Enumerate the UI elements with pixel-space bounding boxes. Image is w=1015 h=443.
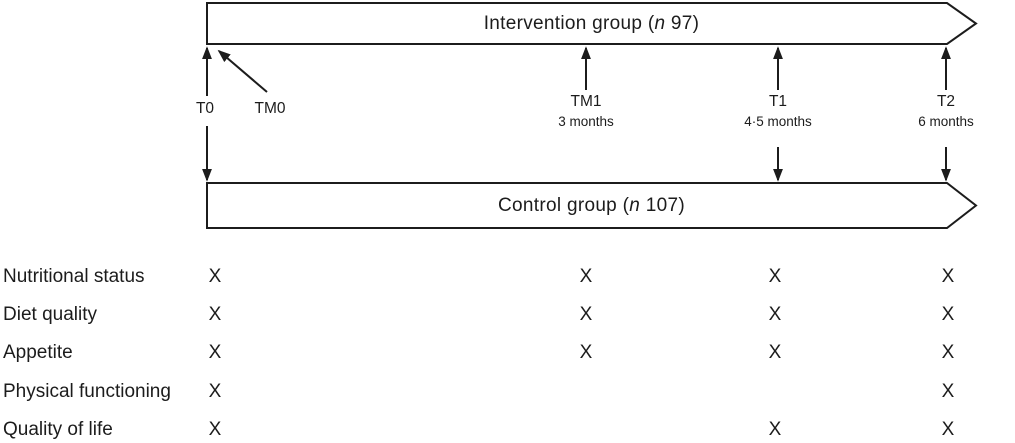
timepoint-tm0-label: TM0: [254, 100, 286, 117]
matrix-cell-t0: X: [208, 304, 222, 325]
matrix-cell-t1: X: [768, 266, 782, 287]
matrix-row-appetite: Appetite X X X X: [0, 342, 1015, 364]
matrix-cell-t0: X: [208, 266, 222, 287]
timepoint-tm1-label: TM1: [570, 93, 602, 110]
intervention-arrow-banner: [206, 2, 978, 45]
matrix-cell-t0: X: [208, 342, 222, 363]
matrix-cell-t1: X: [768, 419, 782, 440]
timepoint-t1: T1 4·5 months: [728, 93, 828, 130]
timepoint-t1-sublabel: 4·5 months: [744, 114, 812, 129]
matrix-cell-t1: X: [768, 304, 782, 325]
matrix-cell-t0: X: [208, 381, 222, 402]
timepoint-tm0: TM0: [243, 100, 297, 118]
matrix-row-label: Diet quality: [3, 304, 97, 325]
timepoint-tm1-sublabel: 3 months: [558, 114, 614, 129]
matrix-cell-t2: X: [941, 304, 955, 325]
timepoint-tm1: TM1 3 months: [536, 93, 636, 130]
matrix-row-label: Physical functioning: [3, 381, 171, 402]
matrix-cell-t0: X: [208, 419, 222, 440]
matrix-cell-t2: X: [941, 342, 955, 363]
matrix-row-label: Appetite: [3, 342, 73, 363]
matrix-cell-tm1: X: [579, 304, 593, 325]
timepoint-t0: T0: [182, 100, 228, 118]
matrix-row-diet-quality: Diet quality X X X X: [0, 304, 1015, 326]
tm0-diagonal-arrow: [217, 49, 268, 93]
timepoint-t1-label: T1: [768, 93, 788, 110]
intervention-label-prefix: Intervention group (: [483, 12, 655, 34]
control-arrow-banner: [206, 182, 978, 229]
matrix-row-label: Quality of life: [3, 419, 113, 440]
intervention-label-suffix: 97): [665, 12, 700, 34]
matrix-row-nutritional-status: Nutritional status X X X X: [0, 266, 1015, 288]
timepoint-t0-label: T0: [195, 100, 215, 117]
timepoint-t2: T2 6 months: [896, 93, 996, 130]
control-banner-label: Control group (n 107): [207, 183, 976, 228]
intervention-label-n: n: [654, 12, 666, 34]
matrix-cell-t2: X: [941, 419, 955, 440]
matrix-cell-tm1: X: [579, 342, 593, 363]
timepoint-t2-sublabel: 6 months: [918, 114, 974, 129]
control-label-n: n: [629, 194, 641, 216]
intervention-banner-label: Intervention group (n 97): [207, 3, 976, 44]
matrix-row-physical-functioning: Physical functioning X X: [0, 381, 1015, 403]
matrix-row-label: Nutritional status: [3, 266, 145, 287]
control-label-prefix: Control group (: [498, 194, 630, 216]
matrix-row-quality-of-life: Quality of life X X X: [0, 419, 1015, 441]
matrix-cell-t2: X: [941, 381, 955, 402]
control-label-suffix: 107): [640, 194, 685, 216]
matrix-cell-t1: X: [768, 342, 782, 363]
matrix-cell-t2: X: [941, 266, 955, 287]
timepoint-t2-label: T2: [936, 93, 956, 110]
matrix-cell-tm1: X: [579, 266, 593, 287]
